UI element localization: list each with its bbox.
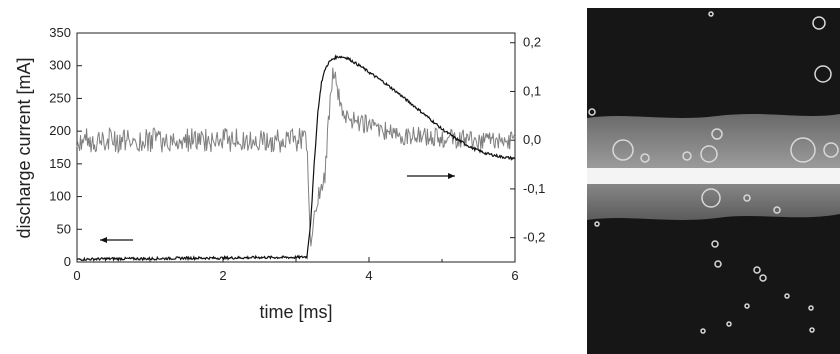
y2-tick-label-2: 0,0 (523, 132, 541, 147)
y-tick-label-0: 0 (64, 254, 71, 269)
chart: 0 2 4 6 0 50 100 150 200 250 300 350 -0,2 -0,1 0,0 0,1 0… (0, 0, 585, 354)
y2-tick-label-3: 0,1 (523, 83, 541, 98)
y-tick-label-6: 300 (49, 58, 71, 73)
x-tick-label-0: 0 (73, 268, 80, 283)
x-tick-label-2: 4 (365, 268, 372, 283)
discharge-channel (587, 168, 840, 184)
x-tick-label-1: 2 (219, 268, 226, 283)
y-tick-label-2: 100 (49, 189, 71, 204)
y-tick-label-1: 50 (57, 221, 71, 236)
y-tick-label-3: 150 (49, 156, 71, 171)
y2-tick-label-4: 0,2 (523, 35, 541, 50)
y2-tick-label-0: -0,2 (523, 230, 545, 245)
series-right-axis-line (77, 68, 515, 247)
right-axis-arrow (407, 173, 455, 179)
ticks: 0 2 4 6 0 50 100 150 200 250 300 350 -0,2 -0,1 0,0 0,1 0… (49, 25, 545, 283)
series (77, 56, 515, 260)
y-axis-label: discharge current [mA] (14, 57, 34, 238)
x-axis-label: time [ms] (259, 302, 332, 322)
y2-tick-label-1: -0,1 (523, 181, 545, 196)
left-axis-arrow (100, 237, 133, 243)
discharge-photo (587, 8, 840, 354)
y-tick-label-5: 250 (49, 90, 71, 105)
series-discharge-current-line (77, 56, 515, 260)
y-tick-label-4: 200 (49, 123, 71, 138)
x-tick-label-3: 6 (511, 268, 518, 283)
y-tick-label-7: 350 (49, 25, 71, 40)
